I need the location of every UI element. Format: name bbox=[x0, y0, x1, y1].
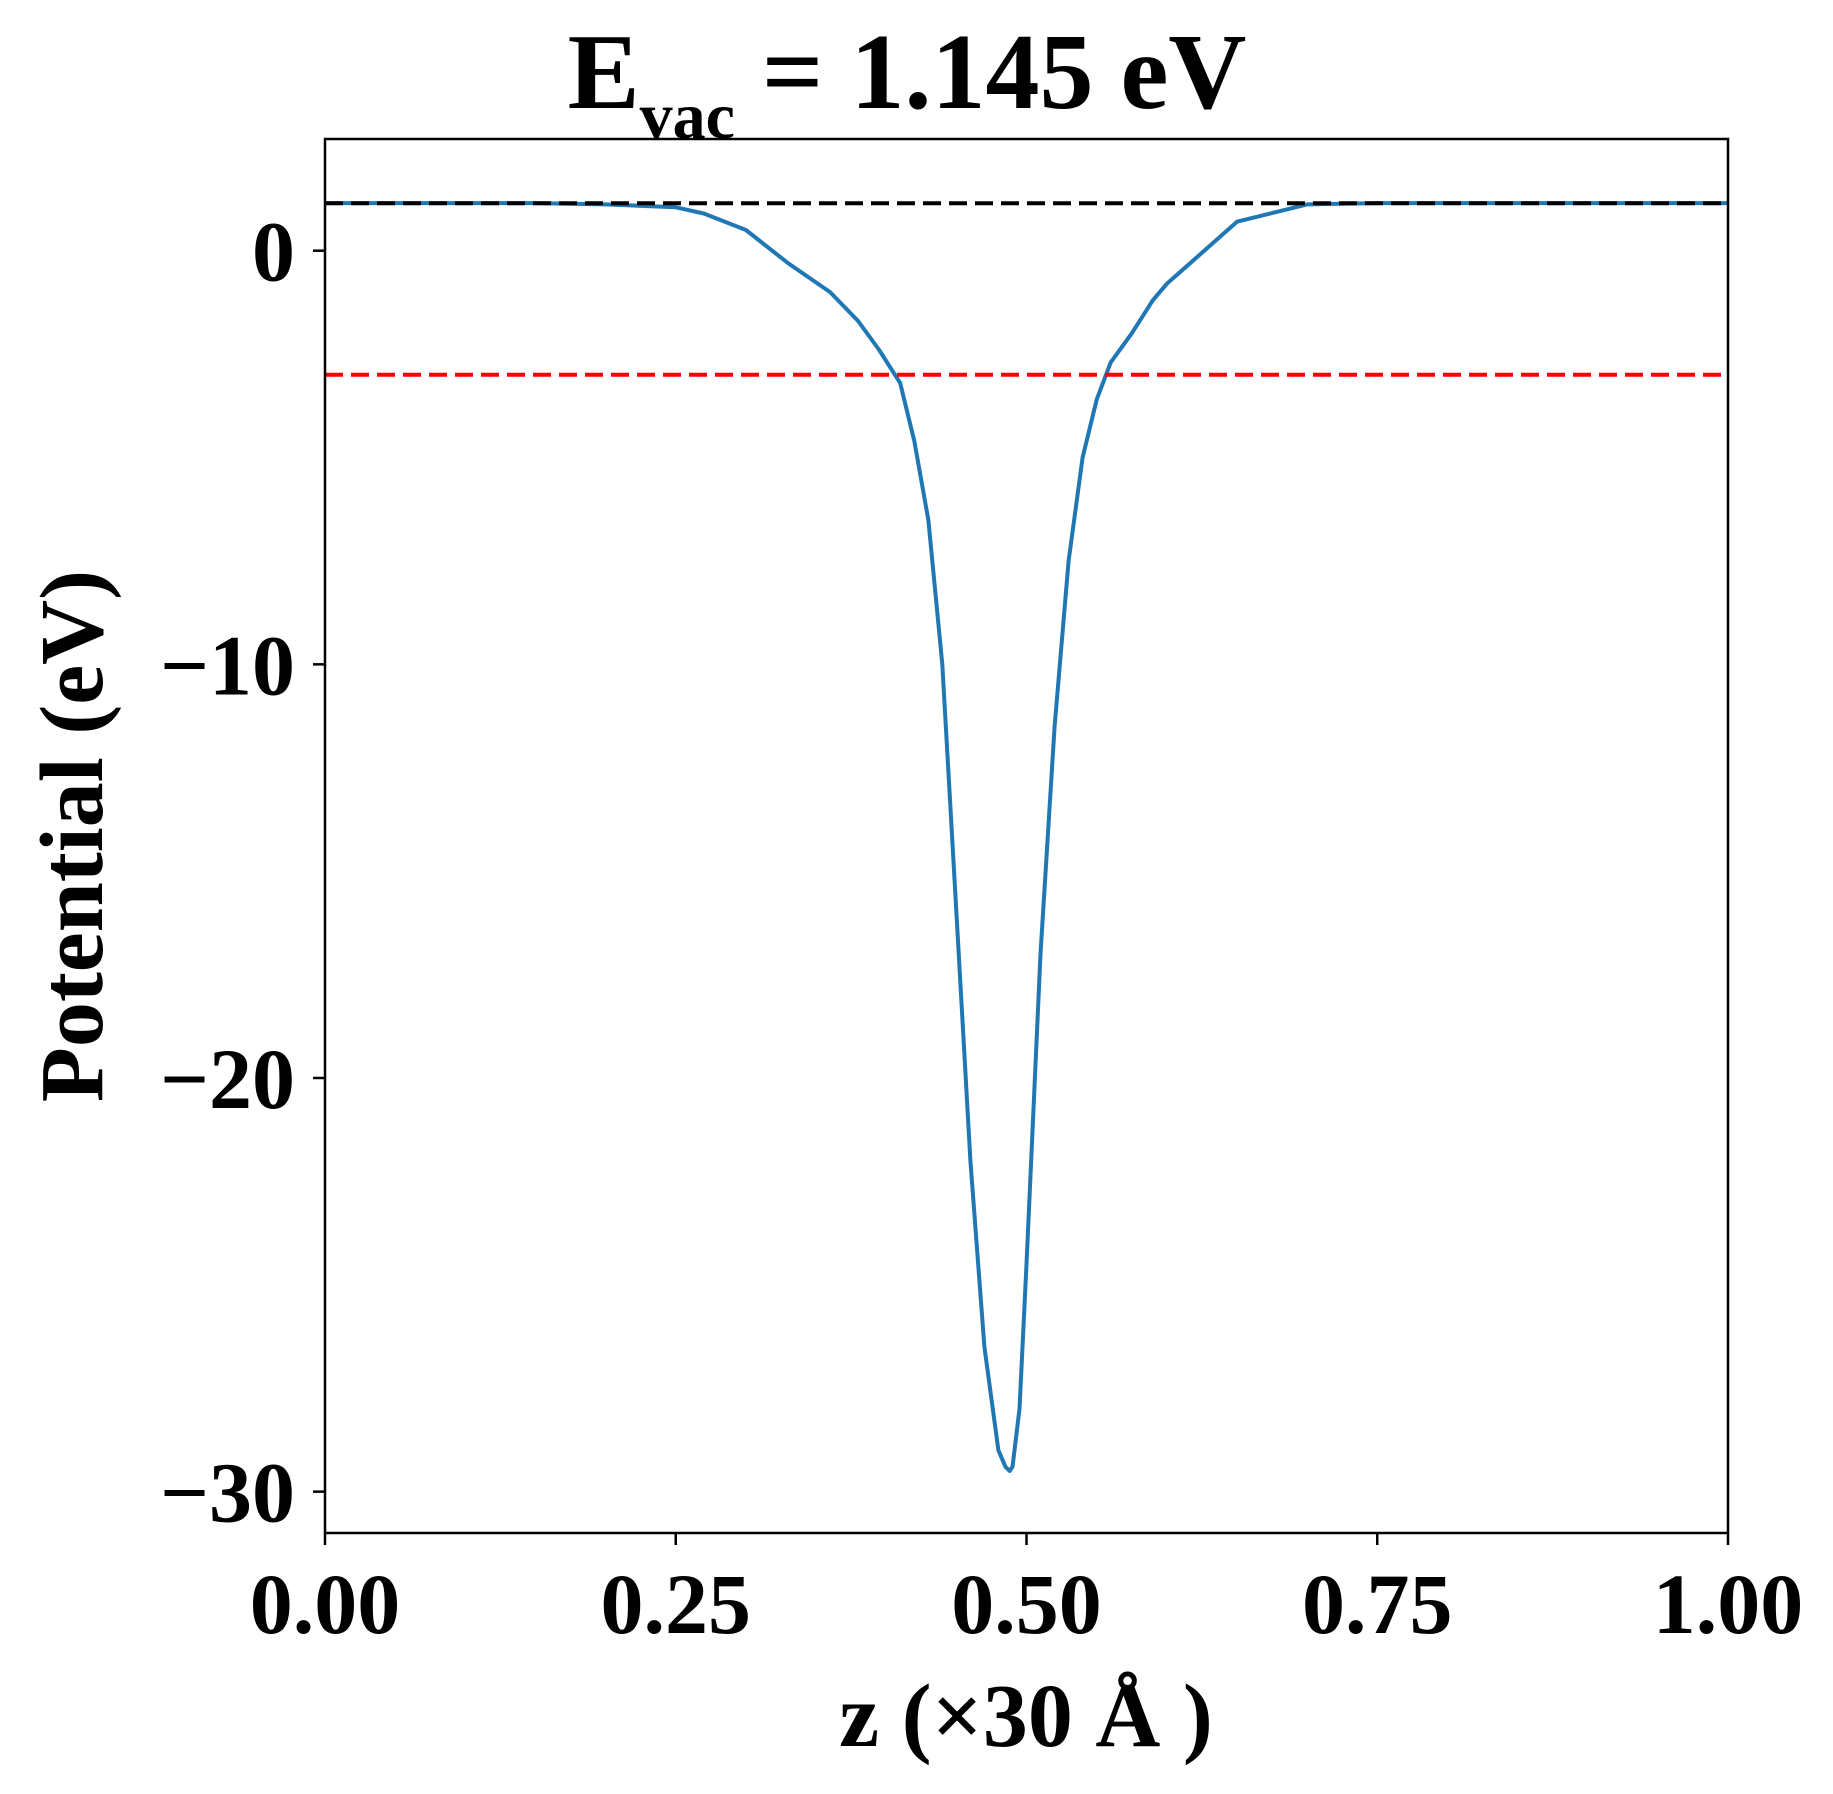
chart-title-main: E bbox=[568, 13, 640, 132]
x-tick-label: 1.00 bbox=[1653, 1556, 1804, 1652]
y-axis: 0 −10 −20 −30 bbox=[160, 204, 325, 1541]
x-axis: 0.00 0.25 0.50 0.75 1.00 bbox=[250, 1533, 1804, 1652]
x-tick-label: 0.25 bbox=[601, 1556, 752, 1652]
x-tick-label: 0.75 bbox=[1302, 1556, 1453, 1652]
series-layer bbox=[325, 201, 1728, 1473]
x-tick-label: 0.50 bbox=[951, 1556, 1102, 1652]
y-axis-label: Potential (eV) bbox=[23, 570, 122, 1102]
plot-frame bbox=[323, 137, 1730, 1535]
chart-title-subscript: vac bbox=[640, 80, 735, 153]
x-axis-label: z (×30 Å ) bbox=[839, 1667, 1213, 1766]
y-tick-label: 0 bbox=[252, 204, 295, 300]
chart-title: Evac = 1.145 eV bbox=[568, 13, 1247, 153]
y-tick-label: −30 bbox=[160, 1445, 295, 1541]
x-tick-label: 0.00 bbox=[250, 1556, 401, 1652]
y-tick-label: −10 bbox=[160, 617, 295, 713]
chart-title-rest: = 1.145 eV bbox=[735, 13, 1246, 132]
y-tick-label: −20 bbox=[160, 1031, 295, 1127]
series-line-0 bbox=[325, 201, 1728, 1473]
